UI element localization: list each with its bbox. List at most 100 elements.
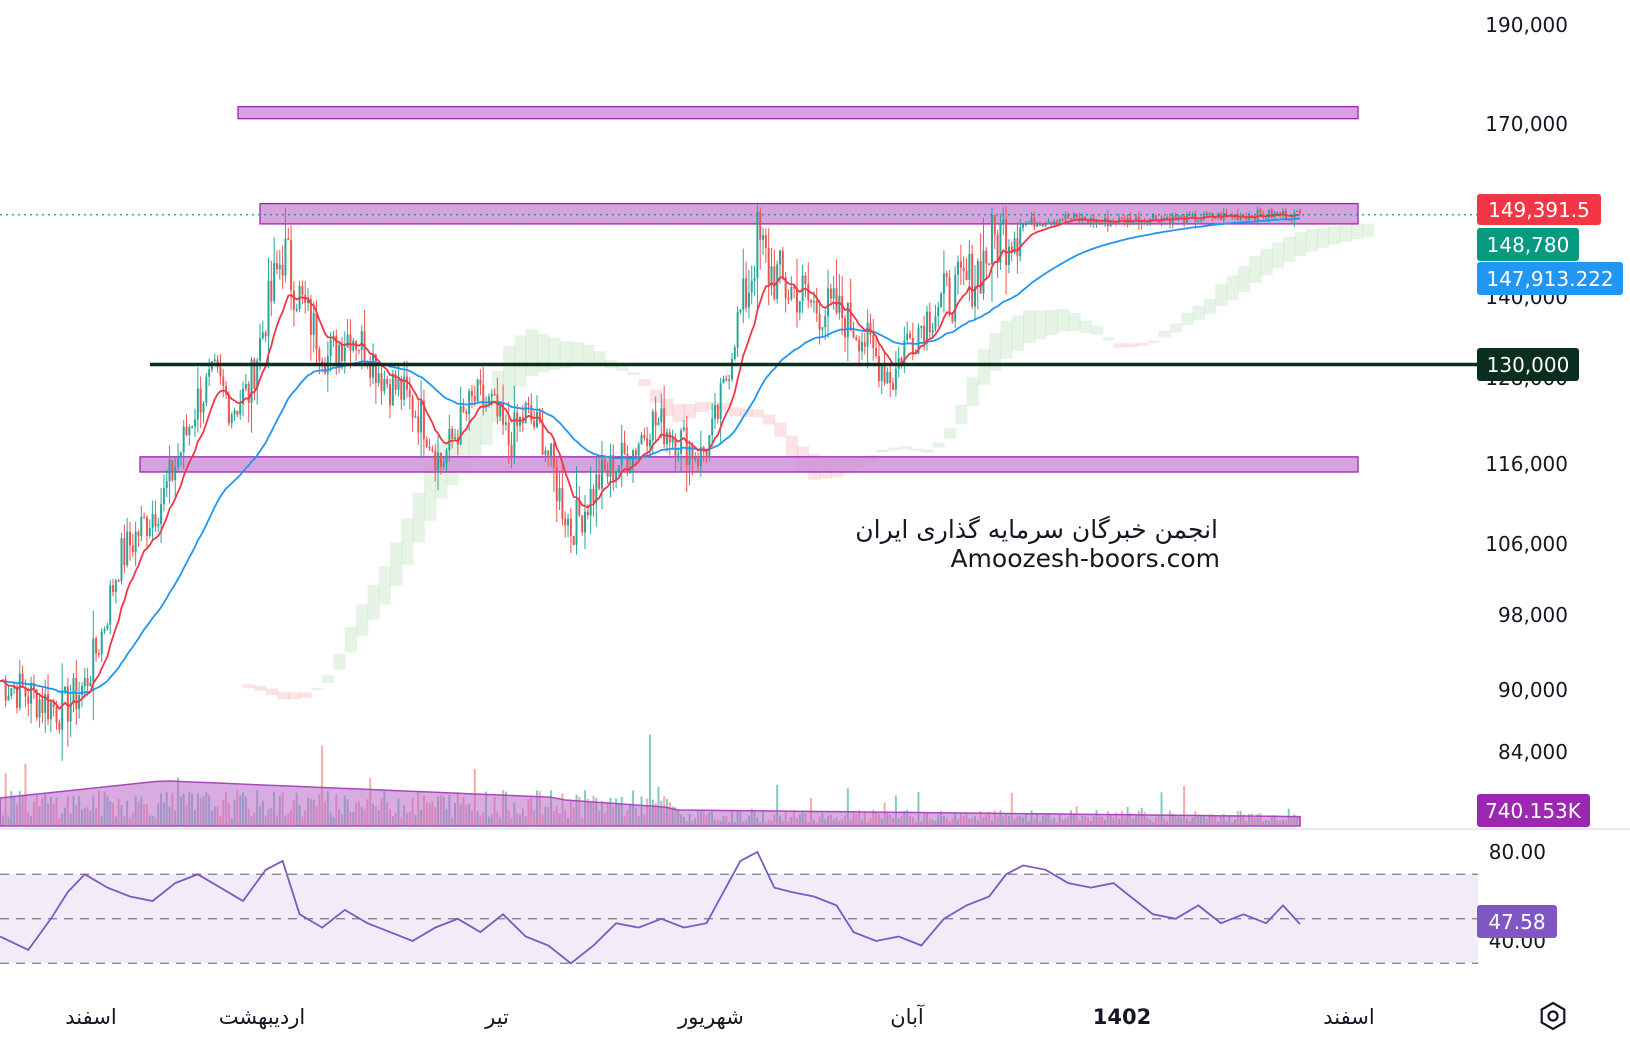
candle-body (454, 437, 456, 440)
candle-body (114, 580, 117, 593)
candle-body (346, 334, 349, 348)
candle-body (728, 379, 731, 381)
candle-body (468, 391, 471, 414)
cloud-segment (401, 518, 414, 565)
candle-body (301, 285, 304, 295)
candle-body (499, 403, 502, 417)
candle-body (1146, 221, 1149, 225)
cloud-segment (1034, 310, 1047, 340)
chart-settings-icon[interactable] (1540, 1001, 1566, 1031)
candles (1, 204, 1301, 761)
candle-body (134, 531, 137, 553)
candle-body (1132, 220, 1135, 225)
candle-body (722, 378, 725, 384)
candle-body (513, 412, 516, 456)
cloud-segment (1203, 298, 1217, 315)
price-axis[interactable]: 190,000170,000140,000128,000116,000106,0… (1485, 13, 1568, 764)
candle-body (954, 274, 957, 322)
candle-body (335, 335, 338, 364)
cloud-segment (921, 449, 934, 453)
candle-body (1055, 220, 1058, 223)
candle-body (391, 373, 394, 406)
cloud-segment (1158, 330, 1171, 338)
candle-body (1101, 222, 1104, 224)
candle-body (730, 358, 733, 380)
time-axis[interactable]: اسفند اردیبهشت تیر شهریور آبان 1402 اسفند (65, 1004, 1374, 1029)
candle-body (909, 333, 911, 338)
candle-body (617, 465, 620, 472)
candle-body (397, 379, 400, 390)
candle-body (278, 264, 281, 270)
candle-body (41, 699, 44, 713)
cloud-segment (1305, 229, 1318, 252)
candle-body (603, 459, 606, 471)
candle-body (239, 404, 242, 415)
candle-body (677, 453, 680, 456)
cloud-segment (254, 685, 267, 691)
candle-body (208, 369, 211, 377)
candle-body (535, 411, 538, 428)
candle-body (428, 446, 431, 449)
candle-body (473, 396, 476, 402)
cloud-segment (412, 492, 425, 543)
zone-rect[interactable] (259, 202, 1359, 225)
cloud-segment (593, 351, 606, 366)
candle-body (592, 488, 595, 503)
candle-body (1296, 210, 1299, 213)
candle-body (403, 376, 406, 400)
candle-body (1010, 246, 1013, 253)
cloud-segment (1136, 342, 1149, 346)
candle-body (699, 447, 702, 466)
candle-body (663, 408, 666, 445)
volume-ma-area (0, 780, 1301, 827)
zone-rect[interactable] (237, 106, 1359, 120)
candle-body (202, 402, 205, 413)
candle-body (417, 416, 420, 433)
candle-body (1177, 216, 1180, 220)
cloud-segment (932, 442, 945, 448)
candle-body (674, 437, 677, 456)
candle-body (352, 340, 355, 351)
candle-body (668, 432, 671, 443)
candle-body (1253, 218, 1256, 221)
candle-body (324, 364, 326, 374)
candle-body (1163, 217, 1166, 220)
candle-body (24, 687, 27, 697)
candle-body (928, 311, 931, 333)
candle-body (411, 396, 414, 417)
candle-body (993, 214, 996, 235)
candle-body (349, 334, 352, 351)
candle-body (1166, 217, 1169, 219)
price-tick-label: 116,000 (1485, 452, 1568, 476)
candle-body (315, 313, 318, 350)
candle-body (877, 355, 880, 382)
candle-body (1013, 238, 1016, 253)
svg-text:130,000: 130,000 (1487, 353, 1570, 377)
cloud-segment (910, 448, 923, 451)
candle-body (318, 349, 321, 361)
zone-rect[interactable] (139, 456, 1359, 473)
candle-body (784, 277, 787, 299)
candle-body (253, 359, 256, 389)
cloud-segment (1090, 325, 1104, 335)
candle-body (544, 450, 547, 455)
cloud-segment (423, 466, 437, 521)
cloud-segment (751, 409, 765, 418)
candle-body (640, 434, 643, 445)
candle-body (753, 277, 756, 281)
candle-body (434, 450, 437, 471)
time-tick-label: شهریور (677, 1005, 744, 1029)
level-badge: 130,000 (1477, 348, 1579, 381)
candle-body (1109, 221, 1112, 227)
time-tick-label: آبان (890, 1004, 925, 1029)
candle-body (199, 388, 202, 413)
candle-body (530, 405, 533, 421)
candle-body (759, 212, 762, 240)
candle-body (773, 266, 776, 299)
cloud-segment (1113, 343, 1126, 348)
candle-body (697, 458, 700, 466)
candle-body (790, 287, 793, 300)
candle-body (626, 453, 629, 473)
candle-body (307, 299, 310, 304)
